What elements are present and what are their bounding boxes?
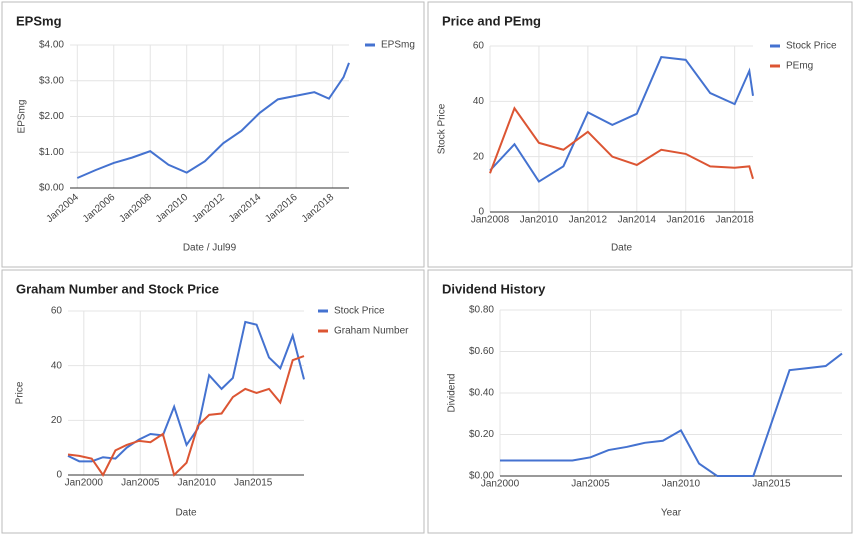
x-tick-label: Jan2014	[227, 192, 264, 225]
y-tick-label: 0	[478, 207, 484, 218]
x-tick-label: Jan2004	[44, 192, 81, 225]
x-axis-label: Date / Jul99	[183, 243, 237, 254]
y-tick-label: $1.00	[39, 147, 64, 158]
y-tick-label: 60	[51, 306, 63, 317]
x-tick-label: Jan2010	[662, 479, 701, 490]
x-tick-label: Jan2014	[618, 215, 657, 226]
x-tick-label: Jan2015	[752, 479, 791, 490]
x-tick-label: Jan2005	[121, 478, 160, 489]
y-tick-label: $0.80	[469, 305, 494, 316]
y-tick-label: 20	[473, 151, 485, 162]
data-line	[67, 355, 305, 477]
y-axis-label: Stock Price	[437, 103, 448, 154]
x-axis-label: Year	[661, 508, 682, 519]
chart-title: Graham Number and Stock Price	[16, 281, 219, 296]
y-tick-label: 40	[473, 96, 485, 107]
y-axis-label: EPSmg	[17, 100, 28, 134]
x-tick-label: Jan2015	[234, 478, 273, 489]
data-line	[500, 352, 843, 477]
data-line	[489, 106, 754, 180]
x-tick-label: Jan2010	[178, 478, 217, 489]
x-tick-label: Jan2000	[65, 478, 104, 489]
panel	[427, 269, 853, 534]
legend-label: EPSmg	[381, 40, 415, 51]
legend-label: Graham Number	[334, 326, 409, 337]
y-tick-label: $0.60	[469, 346, 494, 357]
y-tick-label: $0.00	[469, 471, 494, 482]
y-tick-label: $0.00	[39, 183, 64, 194]
panel	[427, 1, 853, 268]
x-tick-label: Jan2012	[569, 215, 608, 226]
x-tick-label: Jan2010	[520, 215, 559, 226]
data-line	[76, 62, 350, 179]
y-axis-label: Dividend	[447, 374, 458, 413]
x-tick-label: Jan2008	[117, 192, 154, 225]
x-tick-label: Jan2005	[571, 479, 610, 490]
x-tick-label: Jan2012	[190, 192, 227, 225]
legend-label: PEmg	[786, 61, 813, 72]
legend-label: Stock Price	[334, 306, 385, 317]
y-tick-label: 60	[473, 41, 485, 52]
x-tick-label: Jan2018	[300, 192, 337, 225]
y-tick-label: 0	[56, 470, 62, 481]
data-line	[489, 55, 754, 183]
chart-title: EPSmg	[16, 13, 62, 28]
data-line	[67, 320, 305, 463]
x-tick-label: Jan2018	[715, 215, 754, 226]
legend-label: Stock Price	[786, 41, 837, 52]
x-axis-label: Date	[611, 243, 633, 254]
y-tick-label: 40	[51, 360, 63, 371]
y-tick-label: $2.00	[39, 111, 64, 122]
x-axis-label: Date	[175, 508, 197, 519]
x-tick-label: Jan2000	[481, 479, 520, 490]
y-tick-label: $3.00	[39, 75, 64, 86]
chart-title: Dividend History	[442, 281, 546, 296]
chart-title: Price and PEmg	[442, 13, 541, 28]
panel	[1, 269, 425, 534]
x-tick-label: Jan2010	[154, 192, 191, 225]
x-tick-label: Jan2016	[667, 215, 706, 226]
y-tick-label: $0.20	[469, 429, 494, 440]
y-tick-label: 20	[51, 415, 63, 426]
x-tick-label: Jan2008	[471, 215, 510, 226]
y-tick-label: $0.40	[469, 388, 494, 399]
x-tick-label: Jan2006	[81, 192, 118, 225]
panel	[1, 1, 425, 268]
y-tick-label: $4.00	[39, 40, 64, 51]
x-tick-label: Jan2016	[263, 192, 300, 225]
y-axis-label: Price	[15, 381, 26, 404]
